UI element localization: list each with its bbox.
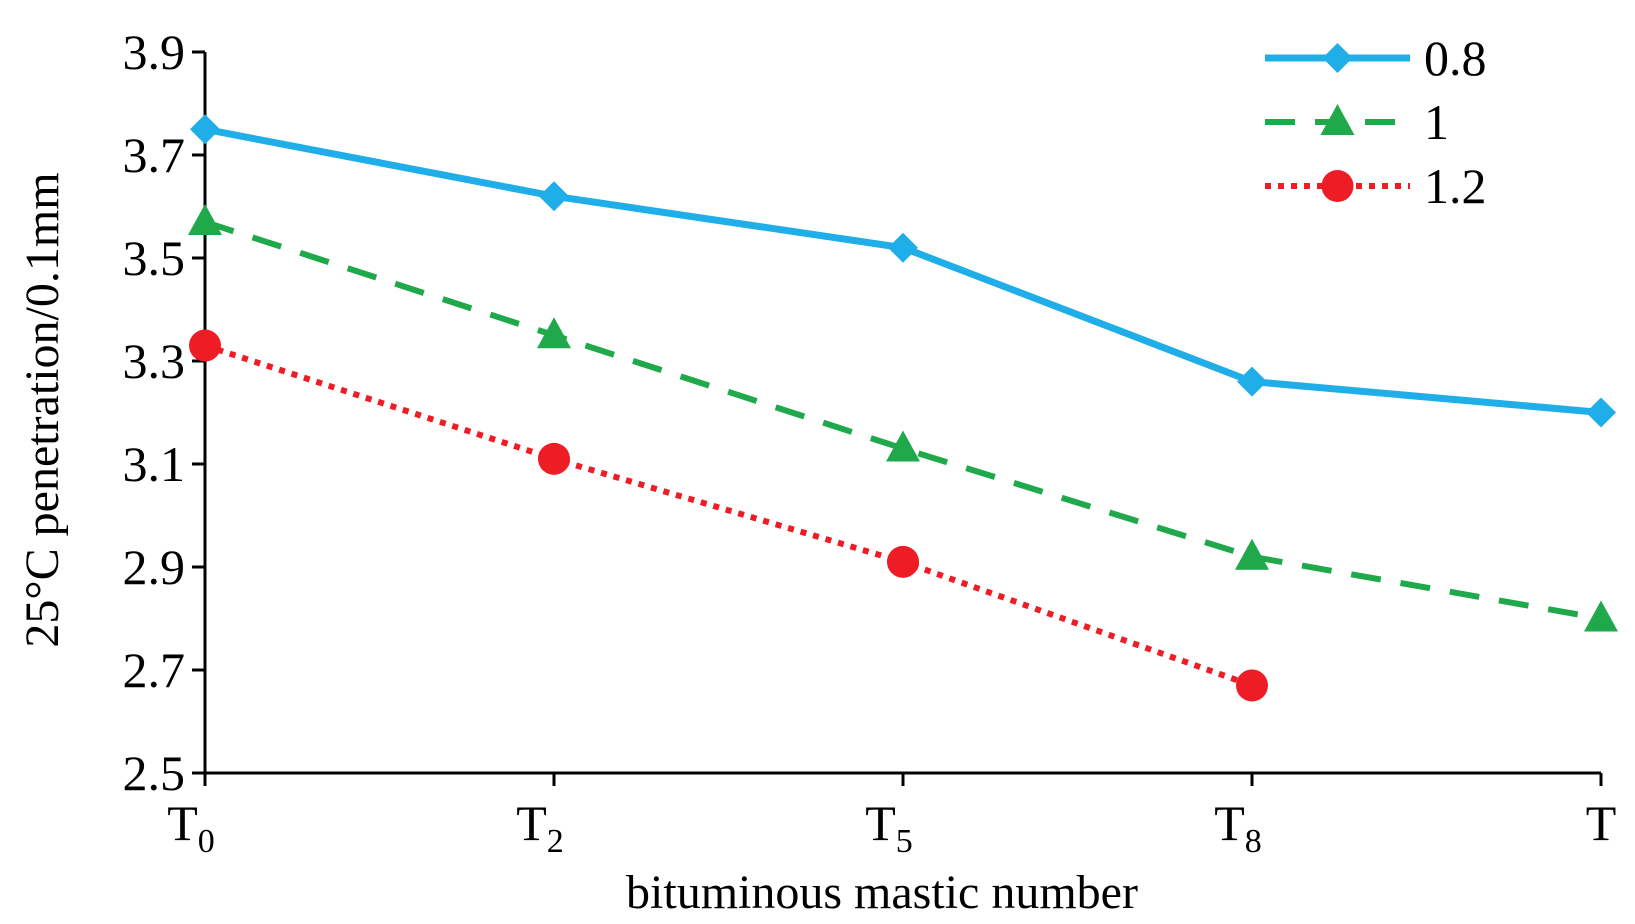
series-0-8: [190, 114, 1616, 428]
x-tick-label-base: T: [516, 795, 547, 851]
legend-marker-triangle: [1320, 104, 1355, 135]
x-tick-label: T0: [167, 795, 215, 860]
x-tick-label: T2: [516, 795, 564, 860]
data-point-triangle: [1235, 538, 1269, 570]
y-axis-title: 25°C penetration/0.1mm: [16, 172, 69, 647]
series-line: [204, 342, 1254, 689]
y-tick-label: 3.9: [123, 24, 186, 80]
data-point-circle: [1236, 669, 1268, 702]
legend-item: 1: [1265, 94, 1449, 150]
legend-label: 1: [1424, 94, 1449, 150]
data-point-diamond: [190, 114, 220, 145]
legend-label: 1.2: [1424, 158, 1487, 214]
series-line: [204, 219, 1602, 622]
x-tick-label-base: T: [167, 795, 198, 851]
y-tick-label: 2.5: [123, 745, 186, 801]
x-axis-title: bituminous mastic number: [626, 866, 1138, 919]
x-tick-label-subscript: 8: [1245, 823, 1262, 860]
y-tick-label: 3.1: [123, 436, 186, 492]
y-tick-label: 3.5: [123, 230, 186, 286]
y-tick-label: 2.7: [123, 642, 186, 698]
data-point-triangle: [1584, 600, 1618, 632]
y-tick-label: 3.3: [123, 333, 186, 389]
legend-item: 0.8: [1265, 30, 1487, 86]
data-point-diamond: [539, 181, 569, 212]
y-tick-label: 3.7: [123, 127, 186, 183]
x-tick-label-subscript: 2: [547, 823, 564, 860]
data-point-circle: [887, 545, 919, 578]
legend-marker-circle: [1321, 170, 1354, 202]
legend-marker-diamond: [1322, 43, 1353, 73]
series-1: [188, 203, 1618, 632]
y-tick-label: 2.9: [123, 539, 186, 595]
x-tick-label-subscript: 5: [896, 823, 913, 860]
legend-label: 0.8: [1424, 30, 1487, 86]
x-tick-label: T5: [865, 795, 913, 860]
data-point-triangle: [537, 317, 571, 349]
data-point-triangle: [188, 203, 222, 235]
data-point-circle: [189, 329, 221, 362]
x-tick-label-base: T: [1586, 795, 1617, 851]
data-point-diamond: [1586, 397, 1616, 428]
series-1-2: [189, 329, 1268, 702]
x-tick-label-subscript: 0: [198, 823, 215, 860]
x-tick-label-base: T: [865, 795, 896, 851]
legend-item: 1.2: [1265, 158, 1487, 214]
data-point-circle: [538, 442, 570, 475]
x-tick-label: T: [1586, 795, 1617, 851]
x-tick-label-base: T: [1214, 795, 1245, 851]
series-line: [204, 125, 1602, 416]
data-point-diamond: [888, 232, 918, 263]
data-point-triangle: [886, 430, 920, 462]
data-point-diamond: [1237, 366, 1267, 397]
x-tick-label: T8: [1214, 795, 1262, 860]
